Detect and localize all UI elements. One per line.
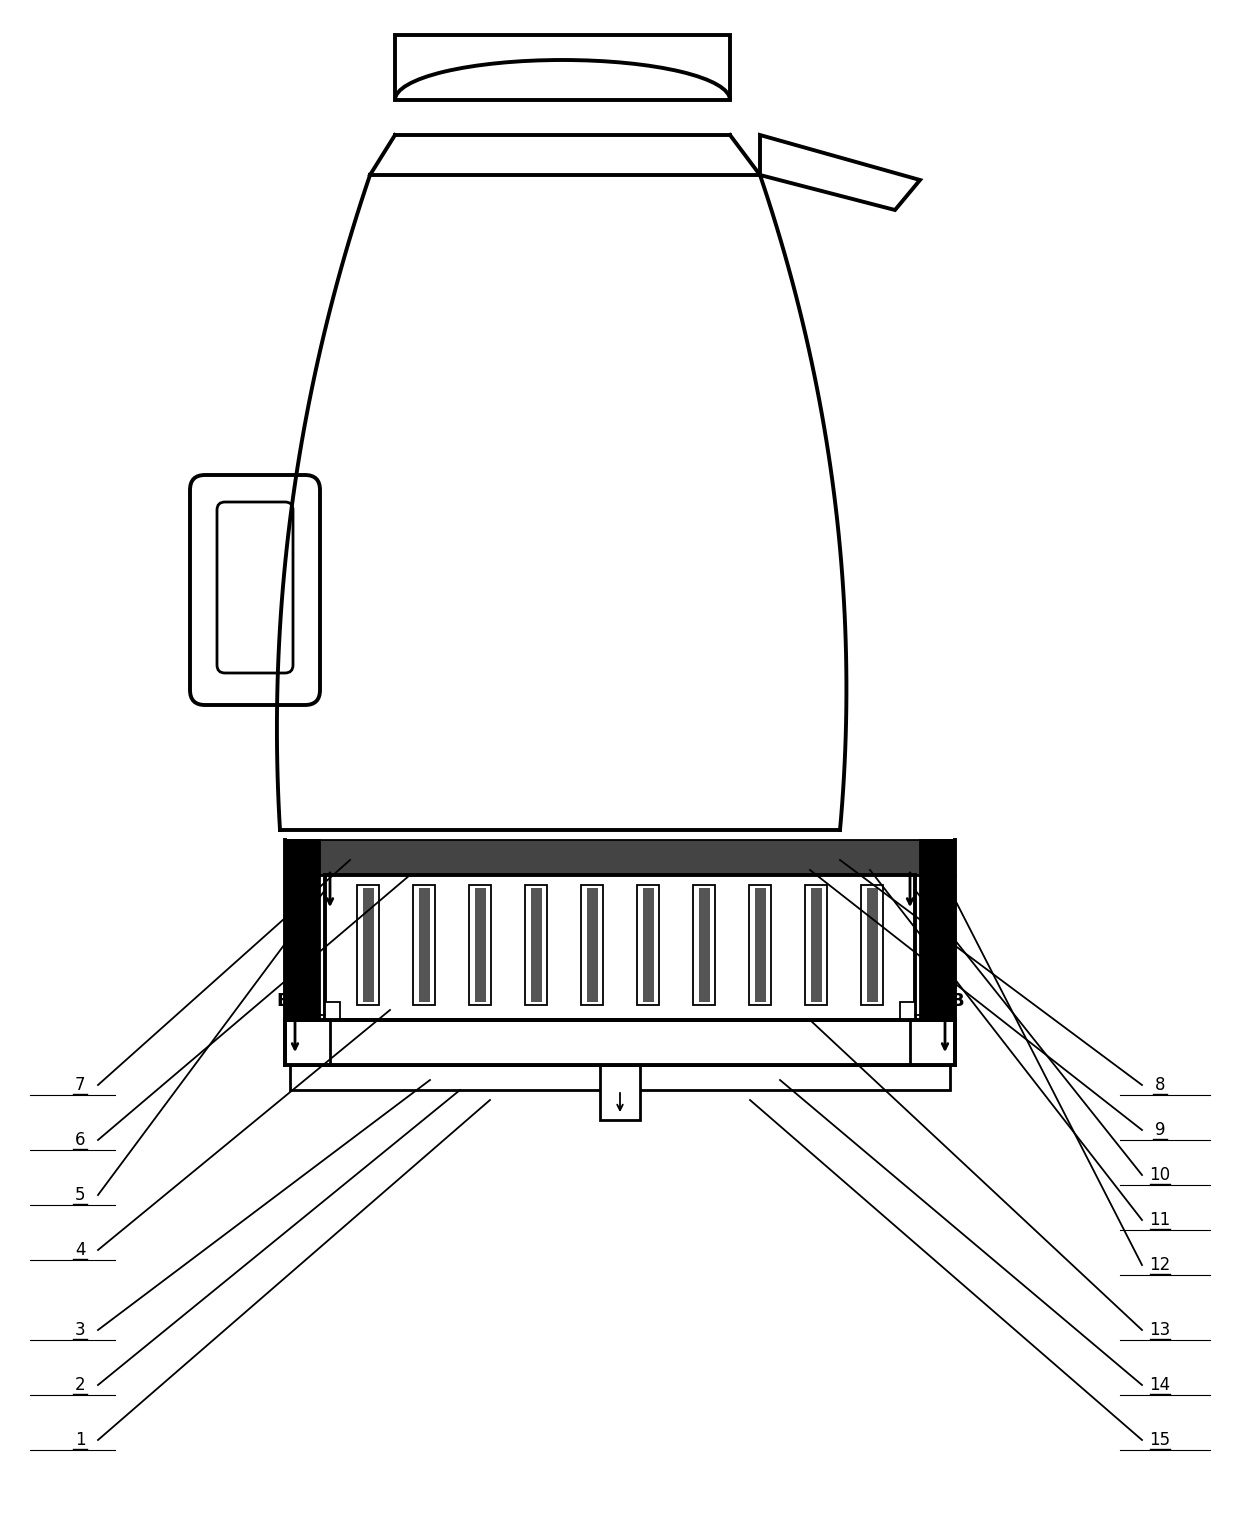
Bar (371, 875, 381, 905)
Bar (569, 875, 579, 905)
Text: 10: 10 (1149, 1167, 1171, 1183)
Text: 8: 8 (1154, 1075, 1166, 1094)
Bar (751, 875, 761, 905)
Bar (805, 875, 815, 905)
Bar (642, 889, 653, 1003)
Bar (413, 886, 435, 1006)
Bar (552, 875, 562, 905)
Bar (823, 875, 833, 905)
FancyBboxPatch shape (217, 501, 293, 673)
Bar (878, 875, 888, 905)
Bar (714, 875, 724, 905)
Text: 7: 7 (74, 1075, 86, 1094)
Text: B: B (277, 992, 290, 1010)
Text: 5: 5 (74, 1186, 86, 1205)
Bar (325, 1003, 340, 1019)
Bar (859, 875, 869, 905)
Bar (290, 1065, 950, 1091)
Bar (861, 886, 883, 1006)
Bar (325, 875, 915, 1019)
Bar (469, 886, 491, 1006)
Text: 4: 4 (74, 1241, 86, 1259)
Bar (582, 886, 603, 1006)
Bar (533, 875, 543, 905)
FancyBboxPatch shape (190, 475, 320, 705)
Text: 1: 1 (74, 1431, 86, 1449)
Bar (749, 886, 771, 1006)
Bar (624, 875, 634, 905)
Bar (769, 875, 779, 905)
Text: 13: 13 (1149, 1322, 1171, 1340)
Bar (443, 875, 453, 905)
Bar (419, 889, 429, 1003)
Bar (698, 889, 709, 1003)
Bar (900, 1003, 915, 1019)
Bar (637, 886, 658, 1006)
Bar (362, 889, 373, 1003)
Bar (525, 886, 547, 1006)
Bar (425, 875, 435, 905)
Bar (661, 875, 671, 905)
Text: 9: 9 (1154, 1121, 1166, 1139)
Text: 3: 3 (74, 1322, 86, 1340)
Bar (805, 886, 827, 1006)
Text: 2: 2 (74, 1376, 86, 1394)
Text: 14: 14 (1149, 1376, 1171, 1394)
Bar (606, 875, 616, 905)
Bar (897, 875, 906, 905)
Text: 11: 11 (1149, 1211, 1171, 1229)
Text: B: B (950, 992, 963, 1010)
Bar (334, 875, 343, 905)
Bar (693, 886, 715, 1006)
Text: A: A (306, 848, 320, 864)
Bar (842, 875, 852, 905)
Bar (697, 875, 707, 905)
Bar (396, 35, 730, 100)
Polygon shape (760, 135, 920, 210)
Bar (531, 889, 542, 1003)
Bar (475, 889, 486, 1003)
Bar (285, 840, 320, 1019)
Bar (285, 840, 955, 875)
Bar (587, 889, 598, 1003)
Text: 15: 15 (1149, 1431, 1171, 1449)
Bar (867, 889, 878, 1003)
Bar (733, 875, 743, 905)
Text: 12: 12 (1149, 1256, 1171, 1274)
Bar (811, 889, 821, 1003)
Bar (497, 875, 507, 905)
Text: A: A (920, 848, 934, 864)
Bar (787, 875, 797, 905)
Bar (357, 886, 379, 1006)
Bar (642, 875, 652, 905)
Bar (461, 875, 471, 905)
Bar (588, 875, 598, 905)
Bar (330, 1019, 910, 1065)
Bar (479, 875, 489, 905)
Bar (407, 875, 417, 905)
Bar (352, 875, 362, 905)
Bar (600, 1065, 640, 1120)
Bar (516, 875, 526, 905)
Text: 6: 6 (74, 1132, 86, 1148)
Bar (920, 840, 955, 1019)
Bar (678, 875, 688, 905)
Bar (388, 875, 398, 905)
Bar (754, 889, 765, 1003)
